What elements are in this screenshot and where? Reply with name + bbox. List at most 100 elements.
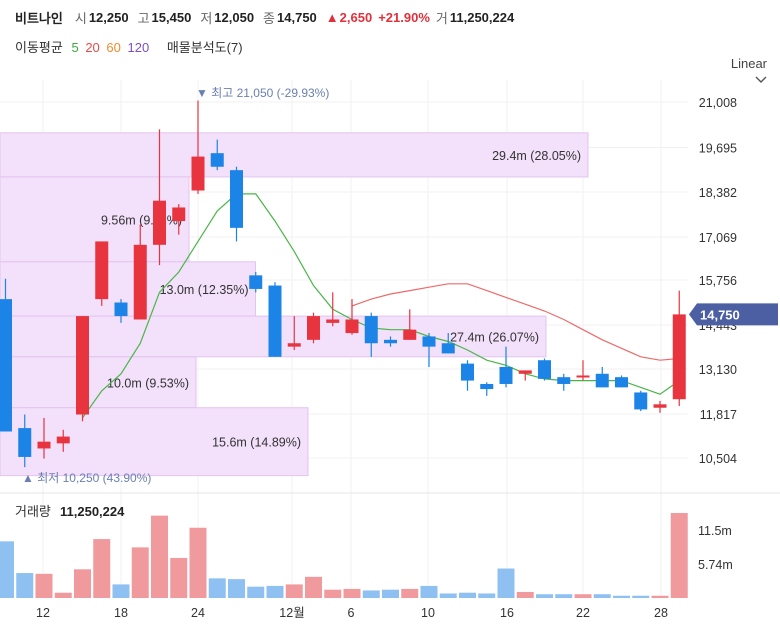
volume-profile-label: 9.56m (9.11%) (101, 213, 182, 227)
x-tick-label: 24 (191, 606, 205, 620)
x-tick-label: 10 (421, 606, 435, 620)
volume-profile-bar (0, 356, 197, 409)
volume-bar (16, 573, 34, 598)
volume-bar (131, 547, 149, 598)
stock-name: 비트나인 (15, 10, 63, 26)
y-tick-label: 19,695 (699, 142, 737, 156)
candle (56, 436, 70, 444)
candle (634, 392, 648, 410)
volume-bar (266, 585, 284, 598)
y-tick-label: 11,817 (700, 408, 737, 422)
ma5-line (82, 193, 680, 419)
volume-profile-label: 29.4m (28.05%) (492, 149, 581, 163)
volume-bar (497, 568, 515, 598)
candle (307, 316, 320, 340)
x-tick-label: 28 (654, 606, 668, 620)
volume-bar (536, 594, 553, 598)
volume-bar (382, 589, 399, 598)
candle (114, 302, 128, 317)
candle (210, 153, 224, 167)
y-tick-label: 10,504 (699, 452, 737, 466)
candle (403, 329, 417, 340)
last-price-label: 14,750 (700, 307, 740, 322)
high-label: 고 (137, 10, 150, 26)
volume-bar (574, 594, 592, 598)
x-tick-label: 16 (500, 606, 514, 620)
scale-selector[interactable]: Linear (731, 56, 767, 84)
scale-label: Linear (730, 56, 767, 71)
ma-legend[interactable]: 이동평균 5 20 60 120 매물분석도(7) (15, 37, 248, 56)
volume-bar (343, 588, 361, 598)
volume-bar (593, 594, 611, 598)
y-tick-label: 17,069 (699, 231, 737, 245)
volume-profile-label: 13.0m (12.35%) (160, 283, 249, 297)
candle (249, 275, 263, 289)
volume-bar (459, 592, 476, 598)
low-marker: ▲ 최저 10,250 (43.90%) (22, 471, 151, 485)
candle (653, 404, 667, 408)
candle (557, 377, 571, 384)
volume-bar (439, 593, 457, 598)
volume-bar (112, 584, 130, 598)
candle (268, 285, 282, 357)
volume-bar (74, 569, 91, 598)
volume-bar (189, 527, 207, 598)
ma-legend-label: 이동평균 (15, 40, 63, 55)
volume-bar (0, 541, 14, 598)
volume-bar (613, 595, 630, 598)
volume-bar (651, 595, 669, 598)
volume-bar (516, 591, 534, 598)
y-tick-label: 15,756 (699, 274, 737, 288)
volume-profile-label: 15.6m (14.89%) (212, 436, 301, 450)
volume-bar (324, 589, 342, 598)
x-tick-label: 18 (114, 606, 128, 620)
volume-title: 거래량 (15, 504, 51, 519)
candle (672, 314, 686, 400)
candle (153, 200, 166, 245)
volume-bar (247, 586, 265, 598)
volume-bar (93, 539, 111, 598)
volume-profile-label: 27.4m (26.07%) (450, 330, 539, 344)
y-tick-label: 21,008 (699, 96, 737, 110)
ma-5: 5 (71, 40, 79, 55)
volume-profile-bar (0, 132, 589, 178)
y-tick-label: 13,130 (699, 363, 737, 377)
x-tick-label: 6 (348, 606, 355, 620)
candle (18, 428, 32, 457)
open-value: 12,250 (88, 9, 129, 25)
candle (133, 244, 147, 320)
volume-value: 11,250,224 (449, 9, 515, 25)
volume-bar (632, 595, 650, 598)
ma-60: 60 (106, 40, 121, 55)
candle (518, 370, 532, 374)
candle (538, 360, 551, 379)
volume-profile-toggle[interactable]: 매물분석도(7) (166, 40, 243, 55)
candle (230, 170, 243, 228)
close-value: 14,750 (277, 9, 317, 25)
candle (480, 383, 494, 390)
candle (345, 319, 359, 334)
candle (384, 339, 397, 344)
candle (37, 441, 51, 449)
last-price-tag (689, 303, 778, 326)
low-value: 12,050 (214, 9, 255, 25)
candle (615, 377, 628, 388)
candle (287, 343, 301, 347)
price-header: 비트나인 시 12,250 고 15,450 저 12,050 종 14,750 ▲ 2,… (15, 6, 523, 28)
open-label: 시 (74, 10, 87, 26)
volume-bar (478, 593, 496, 598)
candle (364, 316, 378, 344)
volume-label: 거 (435, 10, 448, 26)
volume-bar (151, 515, 168, 598)
candle (576, 375, 590, 378)
candle (422, 336, 436, 347)
volume-bar (228, 579, 245, 598)
chevron-down-icon (755, 76, 767, 83)
volume-profile-bar (0, 407, 309, 477)
low-label: 저 (200, 10, 213, 26)
volume-bar (285, 584, 303, 598)
volume-bar (555, 594, 573, 598)
volume-profile-bar (0, 261, 256, 317)
candle (76, 316, 89, 415)
